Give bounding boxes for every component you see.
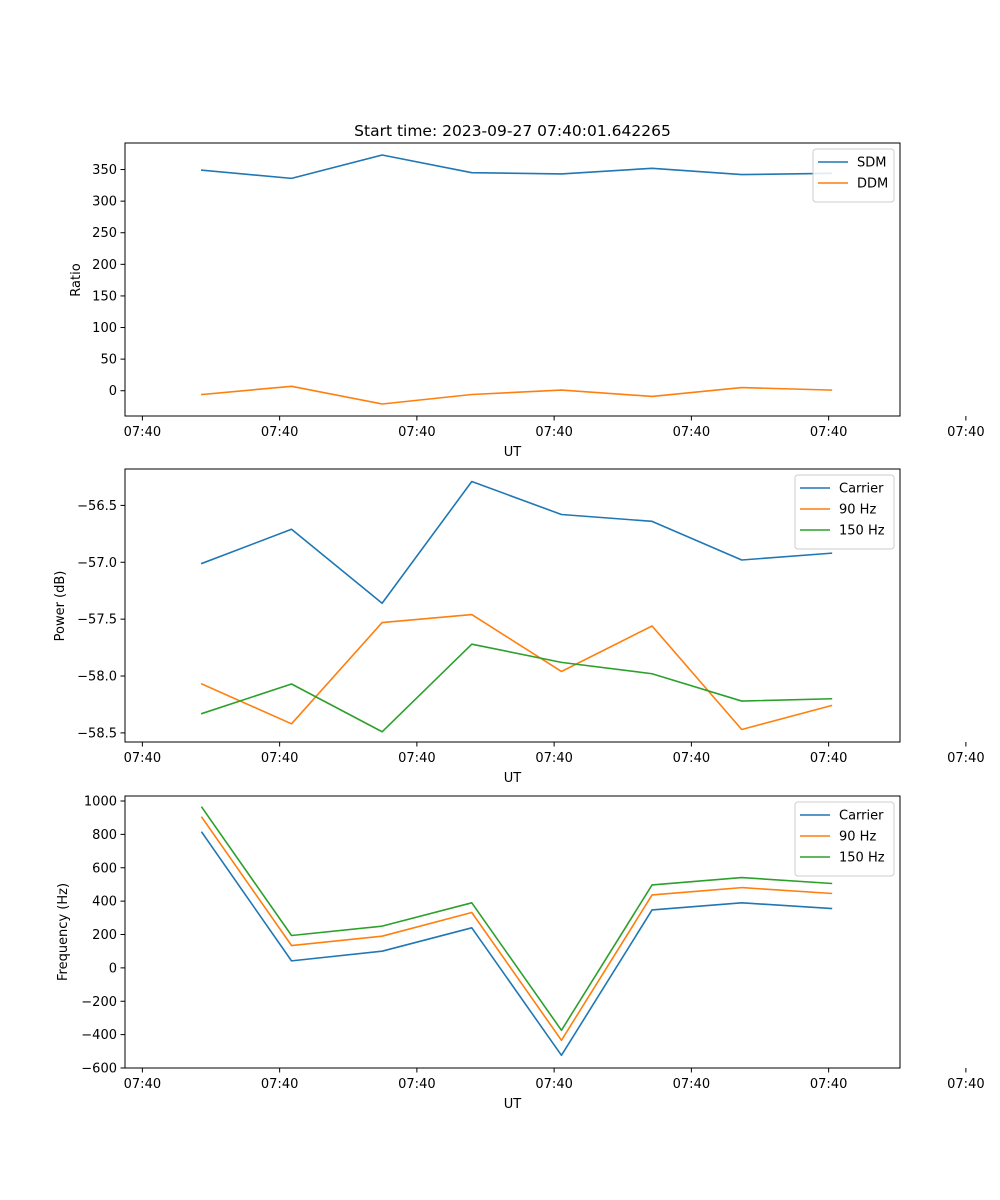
y-tick-label: 300	[92, 195, 117, 210]
legend: Carrier 90 Hz 150 Hz	[794, 474, 895, 550]
x-tick-label: 07:40	[810, 751, 847, 766]
y-tick-label: 350	[92, 163, 117, 178]
series-line-90-hz	[200, 613, 833, 731]
panel-frequency: 07:40 07:40 07:40 07:40 07:40 07:40 07:40 −600 −…	[56, 795, 985, 1112]
x-tick-label: 07:40	[673, 425, 710, 440]
y-tick-label: 50	[100, 353, 117, 368]
axes-frame	[124, 468, 901, 743]
y-tick-label: 0	[109, 384, 117, 399]
x-tick-label: 07:40	[261, 425, 298, 440]
y-tick-label: −58.0	[77, 670, 117, 685]
series-line-90-hz	[200, 816, 833, 1042]
plot-area-frequency: 07:40 07:40 07:40 07:40 07:40 07:40 07:40 −600 −…	[81, 795, 984, 1092]
y-tick-label: 400	[92, 895, 117, 910]
x-tick-label: 07:40	[124, 1077, 161, 1092]
legend-label: Carrier	[839, 809, 884, 824]
legend-label: 90 Hz	[839, 503, 876, 518]
x-tick-label: 07:40	[947, 1077, 984, 1092]
x-axis-label: UT	[504, 1097, 522, 1112]
x-tick-label: 07:40	[810, 1077, 847, 1092]
y-tick-label: −200	[81, 995, 117, 1010]
x-tick-label: 07:40	[261, 751, 298, 766]
plot-area-power: 07:40 07:40 07:40 07:40 07:40 07:40 07:40 −58.5…	[77, 468, 985, 766]
x-tick-label: 07:40	[947, 751, 984, 766]
y-tick-label: −400	[81, 1028, 117, 1043]
series-line-150-hz	[200, 643, 833, 733]
axes-frame	[124, 795, 901, 1069]
x-tick-label: 07:40	[535, 751, 572, 766]
legend-label: 90 Hz	[839, 830, 876, 845]
legend: SDM DDM	[812, 148, 895, 203]
y-tick-label: 600	[92, 861, 117, 876]
y-tick-label: 800	[92, 828, 117, 843]
chart-title: Start time: 2023-09-27 07:40:01.642265	[354, 122, 671, 140]
y-tick-label: 200	[92, 928, 117, 943]
legend-label: 150 Hz	[839, 524, 885, 539]
legend-label: SDM	[857, 156, 886, 171]
x-tick-label: 07:40	[673, 751, 710, 766]
x-tick-label: 07:40	[398, 751, 435, 766]
y-axis-label: Ratio	[69, 263, 84, 296]
x-axis-label: UT	[504, 771, 522, 786]
x-tick-label: 07:40	[947, 425, 984, 440]
x-tick-label: 07:40	[535, 425, 572, 440]
axes-frame	[124, 142, 901, 417]
panel-power: 07:40 07:40 07:40 07:40 07:40 07:40 07:40 −58.5…	[53, 468, 985, 786]
x-tick-label: 07:40	[535, 1077, 572, 1092]
x-tick-label: 07:40	[124, 751, 161, 766]
y-tick-label: 250	[92, 226, 117, 241]
series-line-carrier	[200, 831, 833, 1057]
x-tick-label: 07:40	[261, 1077, 298, 1092]
y-tick-label: 0	[109, 961, 117, 976]
x-tick-label: 07:40	[124, 425, 161, 440]
y-tick-label: −56.5	[77, 499, 117, 514]
series-line-carrier	[200, 480, 833, 605]
y-tick-label: −58.5	[77, 726, 117, 741]
x-axis-label: UT	[504, 445, 522, 460]
legend-label: 150 Hz	[839, 851, 885, 866]
y-axis-label: Frequency (Hz)	[56, 883, 71, 981]
series-line-ddm	[200, 385, 833, 405]
plot-area-ratio: 07:40 07:40 07:40 07:40 07:40 07:40 07:40 0 50 10…	[92, 142, 985, 440]
series-line-150-hz	[200, 806, 833, 1032]
y-tick-label: 1000	[84, 795, 117, 810]
legend-label: Carrier	[839, 482, 884, 497]
series-line-sdm	[200, 154, 833, 180]
panel-ratio: Start time: 2023-09-27 07:40:01.642265 0…	[69, 122, 985, 460]
x-tick-label: 07:40	[398, 1077, 435, 1092]
y-tick-label: 200	[92, 258, 117, 273]
y-tick-label: 150	[92, 289, 117, 304]
y-tick-label: 100	[92, 321, 117, 336]
x-tick-label: 07:40	[673, 1077, 710, 1092]
y-axis-label: Power (dB)	[53, 571, 68, 642]
x-tick-label: 07:40	[398, 425, 435, 440]
y-tick-label: −600	[81, 1062, 117, 1077]
y-tick-label: −57.0	[77, 556, 117, 571]
legend: Carrier 90 Hz 150 Hz	[794, 801, 895, 877]
legend-label: DDM	[857, 177, 888, 192]
y-tick-label: −57.5	[77, 613, 117, 628]
x-tick-label: 07:40	[810, 425, 847, 440]
